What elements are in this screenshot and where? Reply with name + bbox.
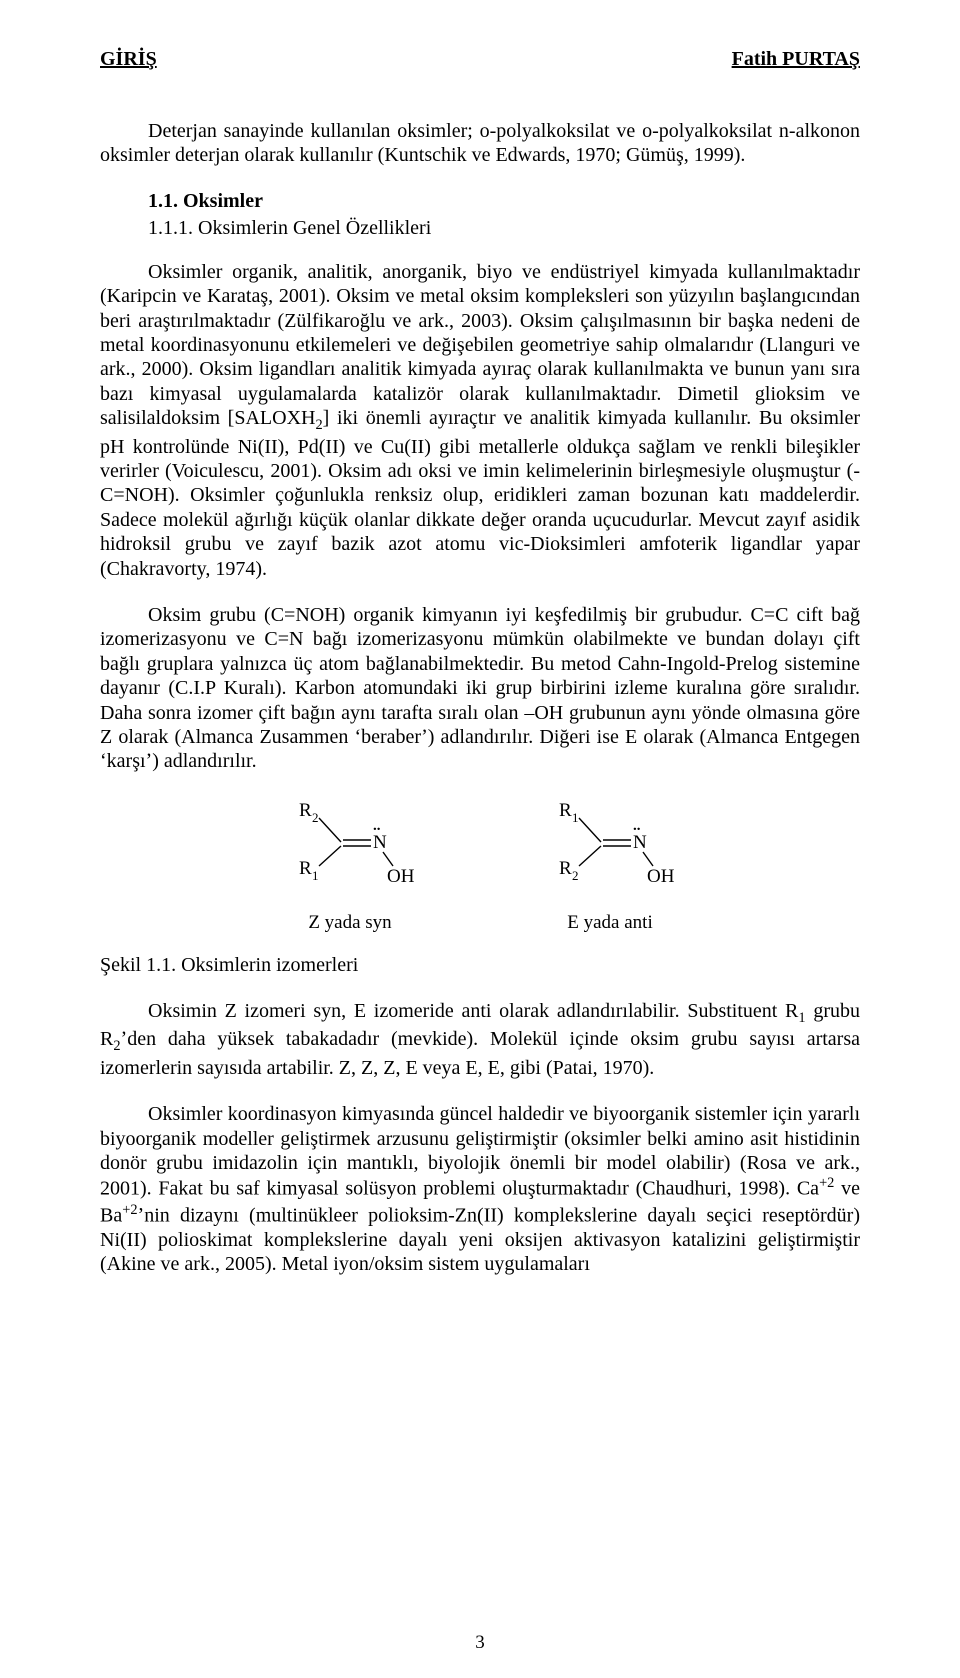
svg-text:N: N bbox=[633, 832, 647, 853]
z-syn-structure: R 2 R 1 N .. OH bbox=[275, 796, 425, 906]
para4-a: Oksimin Z izomeri syn, E izomeride anti … bbox=[148, 1000, 798, 1022]
svg-text:OH: OH bbox=[387, 866, 415, 887]
isomer-diagrams: R 2 R 1 N .. OH Z yada syn bbox=[100, 796, 860, 934]
svg-text:..: .. bbox=[633, 818, 641, 834]
paragraph-intro: Deterjan sanayinde kullanılan oksimler; … bbox=[100, 119, 860, 168]
section-heading: 1.1. Oksimler bbox=[100, 190, 860, 213]
paragraph-5: Oksimler koordinasyon kimyasında güncel … bbox=[100, 1102, 860, 1276]
ca-charge: +2 bbox=[819, 1175, 834, 1191]
ba-charge: +2 bbox=[122, 1202, 137, 1218]
para5-a: Oksimler koordinasyon kimyasında güncel … bbox=[100, 1103, 860, 1200]
svg-text:1: 1 bbox=[312, 868, 319, 883]
e-anti-caption: E yada anti bbox=[567, 912, 652, 934]
paragraph-3: Oksim grubu (C=NOH) organik kimyanın iyi… bbox=[100, 603, 860, 774]
svg-text:..: .. bbox=[373, 818, 381, 834]
header-left: GİRİŞ bbox=[100, 48, 157, 71]
svg-text:N: N bbox=[373, 832, 387, 853]
page-header: GİRİŞ Fatih PURTAŞ bbox=[100, 48, 860, 71]
para5-c: ʼnin dizaynı (multinükleer polioksim-Zn(… bbox=[100, 1204, 860, 1275]
r1-sub: 1 bbox=[798, 1010, 805, 1026]
para2-part-b: ] iki önemli ayıraçtır ve analitik kimya… bbox=[100, 407, 860, 580]
diagram-e-anti: R 1 R 2 N .. OH E yada anti bbox=[535, 796, 685, 934]
svg-text:R: R bbox=[559, 858, 572, 879]
svg-text:R: R bbox=[299, 800, 312, 821]
subsection-heading: 1.1.1. Oksimlerin Genel Özellikleri bbox=[100, 217, 860, 240]
z-syn-caption: Z yada syn bbox=[308, 912, 391, 934]
r2-sub: 2 bbox=[113, 1038, 120, 1054]
header-right: Fatih PURTAŞ bbox=[732, 48, 860, 71]
paragraph-2: Oksimler organik, analitik, anorganik, b… bbox=[100, 260, 860, 581]
e-anti-structure: R 1 R 2 N .. OH bbox=[535, 796, 685, 906]
svg-text:2: 2 bbox=[312, 810, 319, 825]
figure-label: Şekil 1.1. Oksimlerin izomerleri bbox=[100, 954, 860, 977]
para4-c: ʼden daha yüksek tabakadadır (mevkide). … bbox=[100, 1028, 860, 1079]
svg-text:2: 2 bbox=[572, 868, 579, 883]
svg-text:OH: OH bbox=[647, 866, 675, 887]
diagram-z-syn: R 2 R 1 N .. OH Z yada syn bbox=[275, 796, 425, 934]
page-number: 3 bbox=[0, 1632, 960, 1654]
paragraph-4: Oksimin Z izomeri syn, E izomeride anti … bbox=[100, 999, 860, 1081]
page: GİRİŞ Fatih PURTAŞ Deterjan sanayinde ku… bbox=[0, 0, 960, 1678]
svg-text:R: R bbox=[299, 858, 312, 879]
svg-text:R: R bbox=[559, 800, 572, 821]
saloxh-subscript: 2 bbox=[315, 417, 322, 433]
svg-text:1: 1 bbox=[572, 810, 579, 825]
para2-part-a: Oksimler organik, analitik, anorganik, b… bbox=[100, 261, 860, 429]
